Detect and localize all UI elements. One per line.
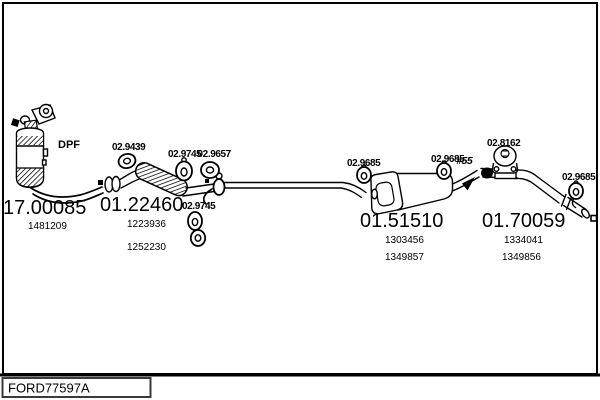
hanger-hole [440,167,448,176]
clamp-bolt-lines [501,150,509,157]
bracket-block [10,118,20,128]
rubber-hanger-icon [356,164,372,184]
sleeve-end [481,167,493,179]
footer-code-box [1,377,152,398]
muffler-outlet-a [451,169,478,185]
gasket-icon [117,153,137,169]
diameter-note: #55 [456,155,473,167]
fitting-label-hanger-mid-right: 02.9685 [431,154,465,165]
clamp-icon [491,145,519,174]
hanger-hole [572,187,580,196]
gasket-hole [122,157,132,165]
rear-junction [462,145,519,191]
footer: FORD77597A [1,377,152,398]
mid-pipe-b [223,187,363,199]
mid-pipe-a [223,181,367,194]
dpf-nub [42,148,49,157]
pipe-mid-a [185,183,215,189]
ref-number: 1252230 [127,242,166,253]
ref-number: 1223936 [127,219,166,230]
pipe-clamp-icon [212,178,226,196]
hanger-hole [360,171,368,180]
tail-open-end [581,208,590,219]
system-code: FORD77597A [8,381,90,396]
fitting-label-hanger-mid-left: 02.9685 [347,158,381,169]
fitting-label-gasket: 02.9439 [112,142,146,153]
dpf-outlet-pipe [30,186,103,198]
flange-block [98,180,103,185]
tail-tip-a [562,196,587,218]
tail-pipe-b [515,177,560,204]
tail-pipe-a [515,169,565,198]
clamp-foot-a [493,165,500,172]
clamp-foot-b [510,165,517,172]
pipe-mid-b [182,190,215,197]
muffler-inlet-hole [371,188,379,200]
bracket-ring-hole [42,107,50,115]
ref-number: 1334041 [504,235,543,246]
part-number-muffler: 01.51510 [360,210,443,232]
flex-section [134,162,188,197]
flange-ring-b [111,175,121,193]
fitting-label-hanger-c: 02.9745 [182,201,216,212]
dpf-assembly [10,103,121,204]
hanger-hole [180,167,188,177]
ref-number: 1349856 [502,252,541,263]
dpf-label: DPF [58,139,80,151]
fitting-label-clamp: 02.8162 [487,138,521,149]
ref-number: 1349857 [385,252,424,263]
rubber-hanger-icon [175,157,193,182]
rubber-hanger-icon [568,180,584,209]
hanger-hook [571,197,577,209]
hanger-hole [191,217,199,227]
ref-number: 1303456 [385,235,424,246]
front-pipe-assembly [119,162,226,205]
dpf-hatch-bottom [15,167,45,188]
fitting-label-hanger-b: 02.9657 [198,149,232,160]
fitting-label-hanger-tail: 02.9685 [562,172,596,183]
part-number-dpf: 17.00085 [3,197,86,219]
hanger-hole2 [194,234,202,242]
dpf-outlet-pipe-lower [32,192,104,204]
joint-block [205,179,209,183]
hanger-rod [202,188,213,205]
fitting-label-hanger-a: 02.9745 [168,149,202,160]
muffler [370,169,480,215]
intermediate-pipe [223,181,367,199]
part-number-front-pipe: 01.22460 [100,194,183,216]
rubber-hanger-icon [436,160,452,180]
ref-number: 1481209 [28,221,67,232]
tail-end-block [590,214,598,222]
rubber-hanger-icon [200,161,220,179]
hanger-hole [205,166,215,174]
dpf-nub2 [41,159,47,166]
dpf-hatch-top [17,136,43,145]
rubber-hanger-icon [187,211,207,247]
pointer-arrow-icon [462,177,475,191]
tail-pipe [515,169,598,222]
part-number-tail-pipe: 01.70059 [482,210,565,232]
